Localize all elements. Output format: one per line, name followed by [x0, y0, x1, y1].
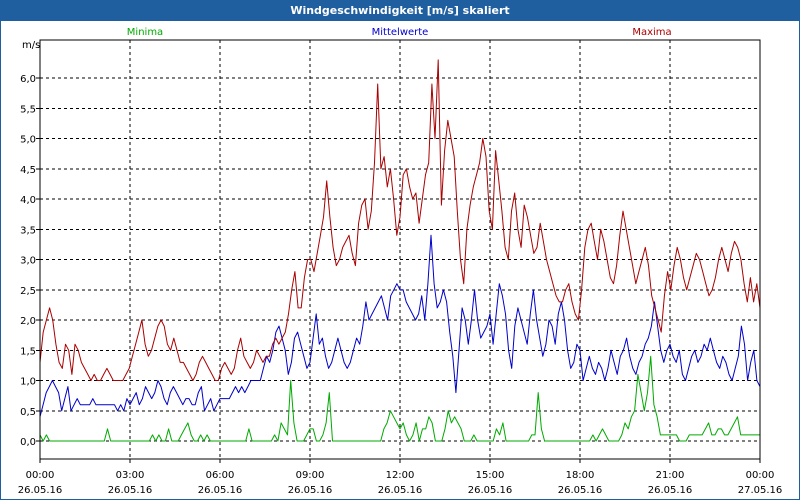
y-tick-label: 3,5 — [20, 225, 36, 236]
x-tick-label-date: 26.05.16 — [648, 485, 693, 496]
x-tick-label-date: 26.05.16 — [288, 485, 333, 496]
x-tick-label-time: 15:00 — [476, 470, 505, 481]
axes — [36, 39, 761, 463]
plot-border — [39, 39, 761, 460]
x-tick-label-time: 00:00 — [746, 470, 775, 481]
y-tick-label: 1,5 — [20, 346, 36, 357]
y-tick-label: 6,0 — [20, 74, 36, 85]
x-tick-label-time: 03:00 — [116, 470, 145, 481]
x-tick-label-date: 26.05.16 — [378, 485, 423, 496]
y-tick-label: 2,5 — [20, 286, 36, 297]
series-line-minima — [39, 355, 760, 442]
x-tick-label-date: 26.05.16 — [468, 485, 513, 496]
x-tick-label-time: 21:00 — [656, 470, 685, 481]
axis-labels: 0,0 0,5 1,0 1,5 2,0 2,5 3,0 3,5 4,0 4,5 5,0 5,5 6,0 0… — [18, 74, 783, 496]
y-tick-label: 0,0 — [20, 437, 36, 448]
series-line-mittelwerte — [39, 234, 761, 417]
y-tick-label: 4,5 — [20, 165, 36, 176]
legend-minima: Minima — [127, 27, 163, 38]
x-tick-label-date: 26.05.16 — [558, 485, 603, 496]
x-tick-label-time: 06:00 — [206, 470, 235, 481]
y-tick-label: 4,0 — [20, 195, 36, 206]
x-tick-label-time: 09:00 — [296, 470, 325, 481]
window-title: Windgeschwindigkeit [m/s] skaliert — [290, 4, 510, 17]
x-tick-label-date: 26.05.16 — [18, 485, 63, 496]
x-tick-label-time: 18:00 — [566, 470, 595, 481]
legend-mittelwerte: Mittelwerte — [372, 27, 429, 38]
title-bar: Windgeschwindigkeit [m/s] skaliert — [1, 1, 799, 21]
x-tick-label-time: 12:00 — [386, 470, 415, 481]
x-tick-label-date: 26.05.16 — [198, 485, 243, 496]
y-tick-label: 2,0 — [20, 316, 36, 327]
y-tick-label: 0,5 — [20, 407, 36, 418]
legend-maxima: Maxima — [632, 27, 671, 38]
y-tick-label: 1,0 — [20, 377, 36, 388]
x-tick-label-date: 26.05.16 — [108, 485, 153, 496]
y-tick-label: 5,0 — [20, 135, 36, 146]
y-axis-unit-label: m/s — [22, 40, 40, 51]
y-tick-label: 5,5 — [20, 104, 36, 115]
x-tick-label-time: 00:00 — [26, 470, 55, 481]
series-line-maxima — [39, 59, 761, 381]
x-tick-label-date: 27.05.16 — [738, 485, 783, 496]
series-lines — [39, 59, 761, 442]
grid — [40, 40, 760, 459]
y-tick-label: 3,0 — [20, 256, 36, 267]
